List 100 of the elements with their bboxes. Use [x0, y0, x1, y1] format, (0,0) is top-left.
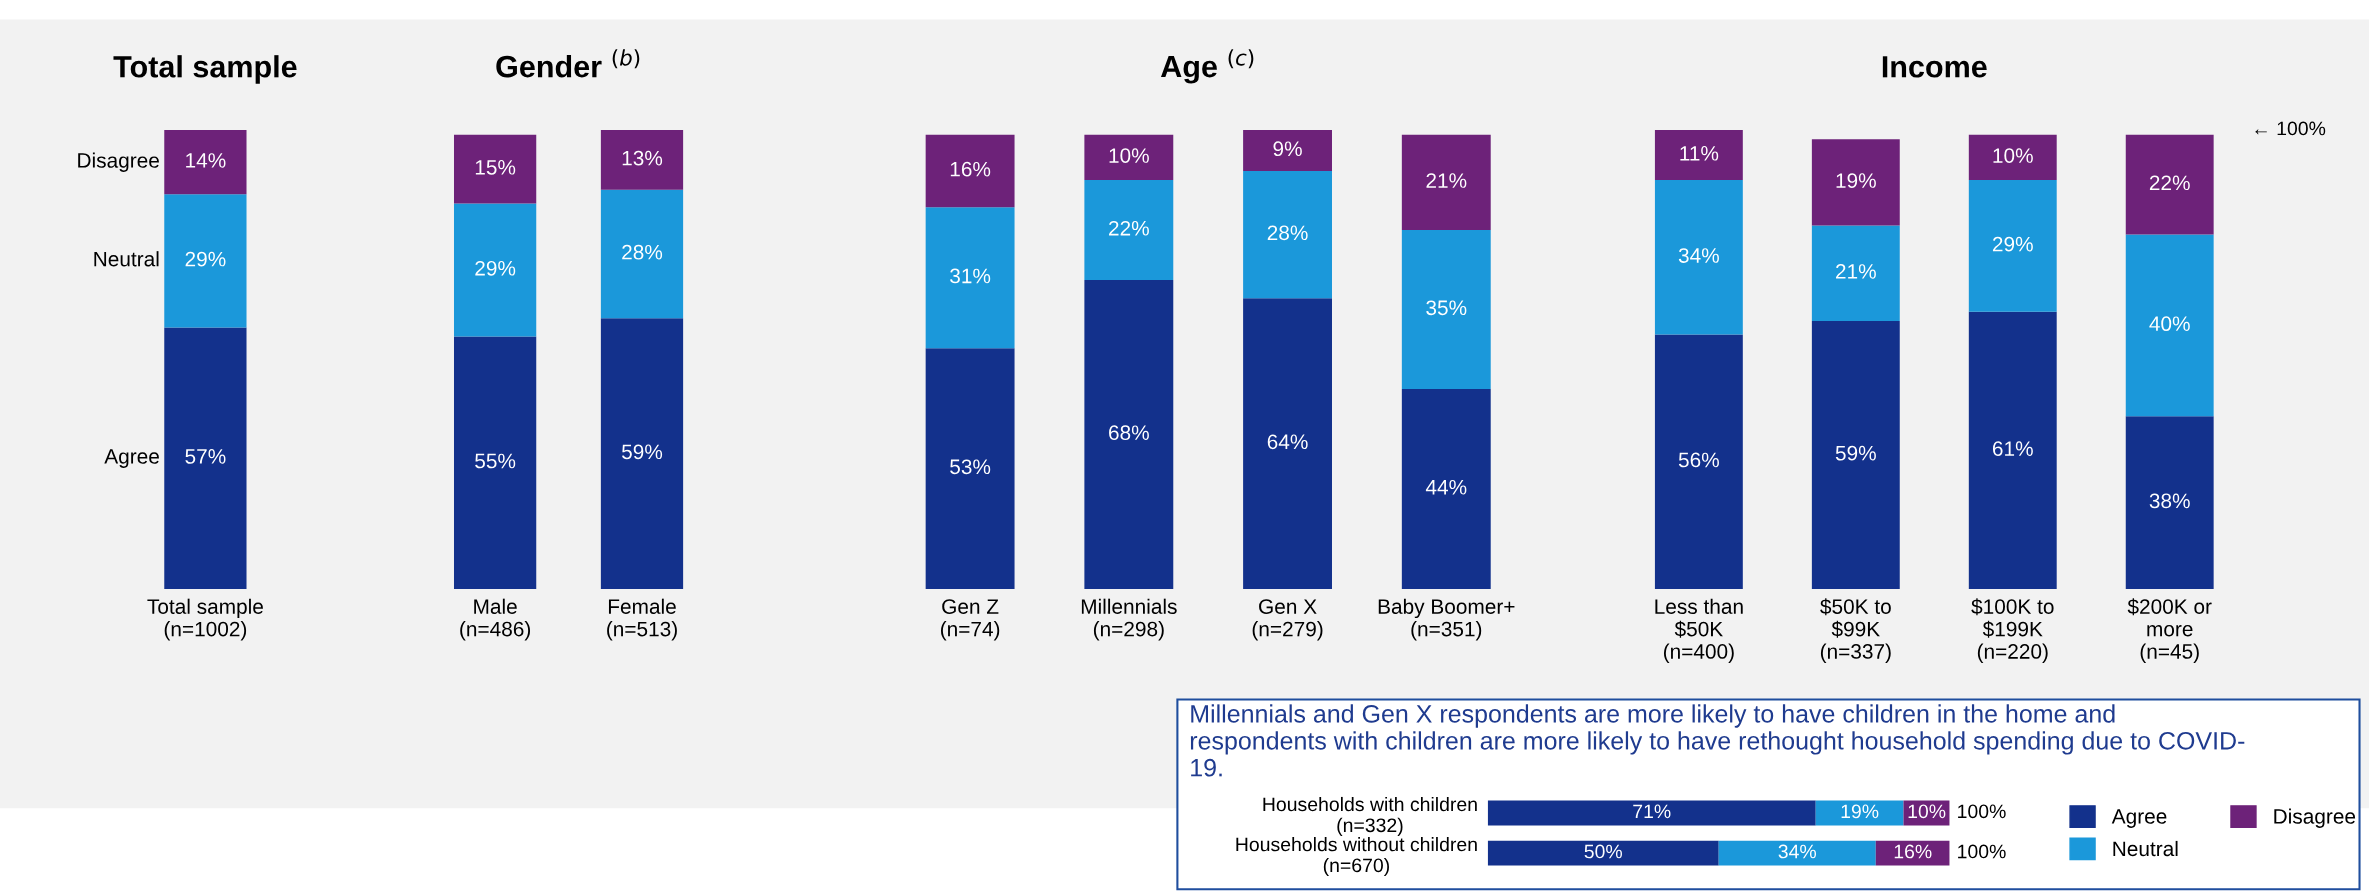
- bar: [1084, 134, 1174, 181]
- bar: [1487, 840, 1719, 866]
- bar: [1718, 840, 1876, 866]
- bar: [1875, 840, 1950, 866]
- bar: [1401, 230, 1491, 390]
- data-label: 44%: [1425, 479, 1467, 495]
- data-label: 59%: [1835, 445, 1876, 461]
- bar: [1968, 180, 2057, 312]
- x-tick-label: Female (n=513): [607, 598, 677, 641]
- chart-title: Income: [1882, 56, 1987, 78]
- x-tick-label: $100K to $199K (n=220): [1971, 598, 2054, 663]
- x-tick-label: Less than $50K (n=400): [1655, 598, 1743, 663]
- x-tick-label: Total sample (n=1002): [147, 598, 263, 641]
- bar: [1243, 130, 1332, 171]
- data-label: 22%: [2149, 175, 2190, 191]
- data-label: 38%: [2149, 493, 2190, 509]
- x-tick-label: Gen Z (n=74): [941, 599, 1000, 641]
- data-label: 21%: [1836, 264, 1876, 279]
- data-label: 34%: [1778, 844, 1817, 859]
- total-label: 100%: [1958, 804, 2006, 819]
- bar: [1811, 320, 1900, 589]
- bar: [1243, 298, 1332, 589]
- data-label: 22%: [1109, 220, 1149, 236]
- data-label: 28%: [1267, 225, 1308, 241]
- bar: [600, 130, 684, 190]
- bar: [1811, 139, 1900, 226]
- data-label: 29%: [475, 260, 516, 276]
- bar: [454, 134, 537, 204]
- bar: [600, 318, 684, 589]
- data-label: 10%: [1908, 804, 1946, 819]
- data-label: 53%: [950, 459, 991, 475]
- data-label: 40%: [2149, 316, 2190, 332]
- data-label: 19%: [1836, 173, 1876, 188]
- total-label: 100%: [1958, 844, 2006, 859]
- x-tick-label: Baby Boomer+ (n=351): [1378, 598, 1515, 641]
- data-label: 57%: [185, 449, 226, 464]
- series-label: Neutral: [94, 251, 159, 267]
- data-label: 35%: [1426, 300, 1467, 316]
- bar: [1811, 225, 1900, 321]
- data-label: 13%: [622, 150, 663, 166]
- data-label: 71%: [1633, 804, 1671, 819]
- data-label: 16%: [950, 161, 991, 177]
- bar: [1084, 280, 1174, 589]
- legend-label: Disagree: [2274, 808, 2356, 828]
- data-label: 55%: [475, 453, 516, 469]
- data-label: 56%: [1678, 452, 1719, 468]
- bar: [1084, 180, 1174, 281]
- series-label: Agree: [104, 449, 159, 468]
- data-label: 34%: [1678, 248, 1719, 263]
- bar: [1654, 180, 1743, 335]
- data-label: 15%: [475, 160, 516, 175]
- legend-label: Neutral: [2113, 840, 2178, 857]
- x-tick-label: $200K or more (n=45): [2127, 598, 2212, 663]
- legend-label: Agree: [2111, 809, 2167, 828]
- data-label: 19%: [1841, 804, 1879, 819]
- data-label: 28%: [622, 244, 663, 260]
- data-label: 16%: [1894, 844, 1932, 859]
- x-tick-label: Male (n=486): [460, 598, 531, 641]
- x-tick-label: Gen X (n=279): [1252, 599, 1323, 641]
- data-label: 14%: [186, 153, 226, 168]
- y-tick-label: Households without children (n=670): [1236, 837, 1477, 877]
- bar: [1968, 134, 2057, 181]
- data-label: 61%: [1992, 441, 2033, 456]
- bar: [2125, 416, 2214, 589]
- bar: [1654, 130, 1743, 181]
- bar: [1654, 334, 1743, 589]
- data-label: 29%: [185, 251, 226, 267]
- bar: [454, 203, 537, 337]
- x-tick-label: $50K to $99K (n=337): [1820, 598, 1891, 663]
- bar: [925, 134, 1015, 208]
- data-label: 11%: [1680, 146, 1719, 161]
- chart-title: Total sample: [113, 55, 297, 84]
- chart-title: Gender $^{(b)}$: [496, 49, 640, 78]
- bar: [600, 189, 684, 319]
- data-label: 10%: [1109, 148, 1149, 163]
- data-label: 21%: [1426, 173, 1467, 188]
- data-label: 64%: [1267, 434, 1308, 450]
- bar: [1401, 389, 1491, 589]
- chart-title: Age $^{(c)}$: [1160, 49, 1254, 84]
- bar: [1243, 170, 1332, 299]
- x-tick-label: Millennials (n=298): [1081, 598, 1177, 641]
- bar: [2125, 134, 2214, 235]
- data-label: 10%: [1993, 148, 2033, 163]
- bar: [1401, 134, 1491, 231]
- bar: [925, 207, 1015, 349]
- bar: [454, 336, 537, 589]
- chart-title: Millennials and Gen X respondents are more likely to have children in the home and respondents with children are more likely to have rethought household spending due to COVID- 19.: [1190, 704, 2245, 777]
- data-label: 9%: [1273, 141, 1302, 157]
- data-label: 68%: [1109, 425, 1149, 441]
- bar: [925, 348, 1015, 589]
- series-label: Disagree: [78, 152, 159, 172]
- bar: [1487, 800, 1816, 826]
- data-label: 31%: [950, 268, 991, 284]
- data-label: 59%: [621, 444, 663, 460]
- bar: [2125, 234, 2214, 417]
- bar: [1968, 311, 2057, 589]
- text: ← 100%: [2255, 121, 2326, 136]
- data-label: 29%: [1992, 236, 2033, 252]
- data-label: 50%: [1584, 844, 1622, 859]
- y-tick-label: Households with children (n=332): [1263, 796, 1477, 836]
